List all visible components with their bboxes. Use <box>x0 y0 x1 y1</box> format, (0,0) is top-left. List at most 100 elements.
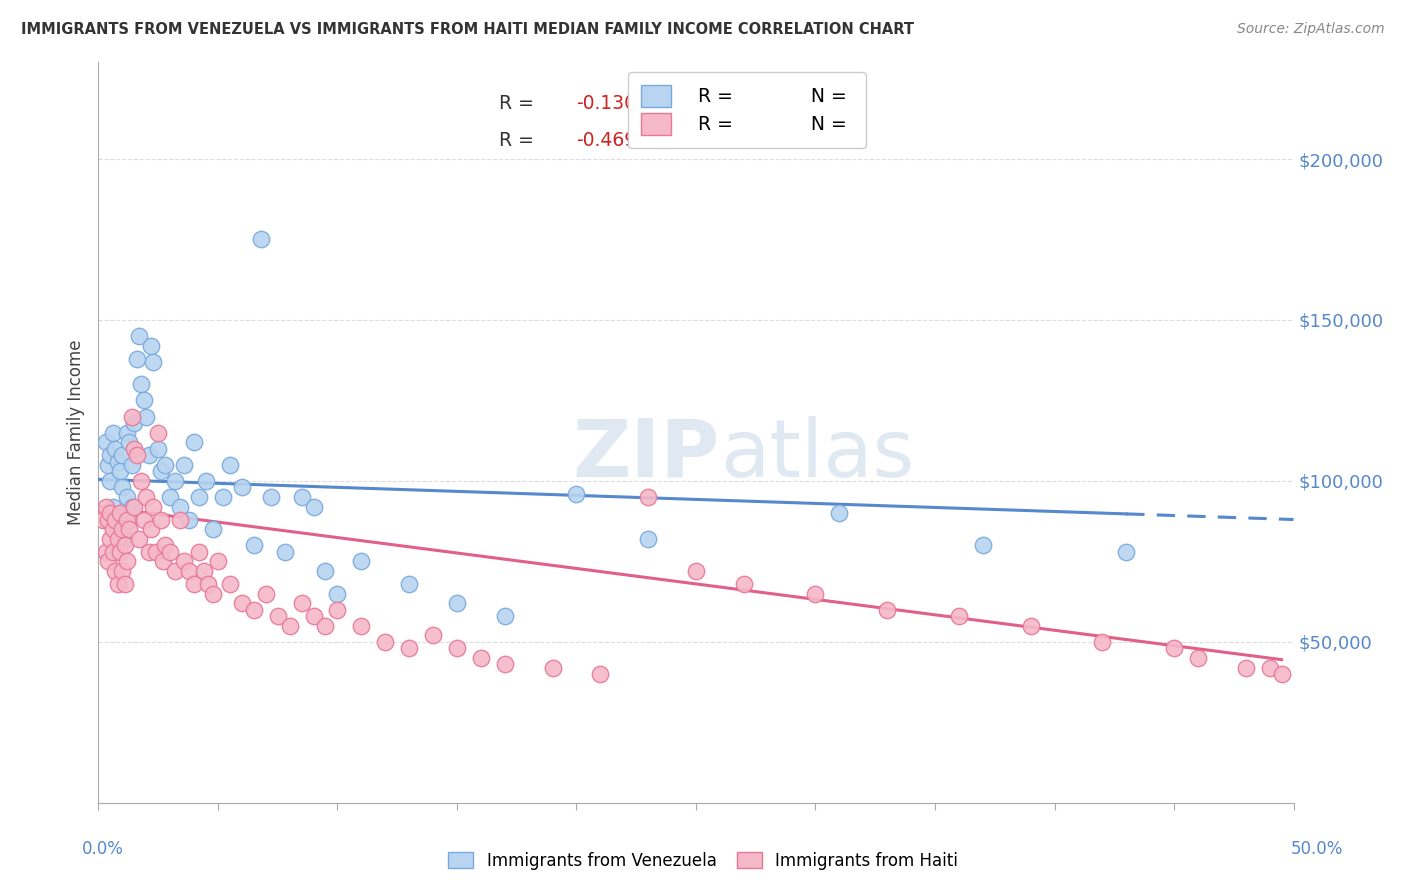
Point <box>179 512 201 526</box>
Point <box>124 442 146 456</box>
Point <box>1187 651 1209 665</box>
Point <box>1163 641 1185 656</box>
Point <box>149 464 172 478</box>
Point <box>148 425 170 440</box>
Point <box>398 577 420 591</box>
Point <box>231 596 253 610</box>
Point <box>108 464 131 478</box>
Point <box>219 577 242 591</box>
Point <box>155 458 177 472</box>
Text: R =: R = <box>499 94 534 112</box>
Point <box>94 545 117 559</box>
Point <box>148 442 170 456</box>
Point <box>139 522 162 536</box>
Point <box>115 490 138 504</box>
Point <box>145 545 167 559</box>
Legend:   R =             N = ,   R =             N = : R = N = , R = N = <box>628 72 866 148</box>
Point <box>97 458 120 472</box>
Text: N =: N = <box>685 130 720 150</box>
Point <box>267 609 290 624</box>
Point <box>243 538 266 552</box>
Point <box>91 512 114 526</box>
Point <box>118 512 141 526</box>
Text: atlas: atlas <box>720 416 914 494</box>
Point <box>828 506 851 520</box>
Point <box>94 435 117 450</box>
Point <box>142 500 165 514</box>
Point <box>163 564 186 578</box>
Point <box>114 577 136 591</box>
Point <box>302 500 325 514</box>
Point <box>541 660 564 674</box>
Point <box>98 448 122 462</box>
Point <box>121 409 143 424</box>
Point <box>163 474 186 488</box>
Text: 0.0%: 0.0% <box>82 840 124 858</box>
Point <box>115 512 138 526</box>
Text: Source: ZipAtlas.com: Source: ZipAtlas.com <box>1237 22 1385 37</box>
Point <box>315 564 337 578</box>
Point <box>183 435 205 450</box>
Point <box>125 448 148 462</box>
Point <box>173 458 195 472</box>
Point <box>187 545 209 559</box>
Point <box>121 500 143 514</box>
Text: N =: N = <box>685 94 720 112</box>
Point <box>138 448 160 462</box>
Point <box>231 480 253 494</box>
Text: -0.469: -0.469 <box>576 130 637 150</box>
Point <box>142 355 165 369</box>
Point <box>173 554 195 568</box>
Point <box>111 522 134 536</box>
Point <box>326 602 349 616</box>
Point <box>302 609 325 624</box>
Text: 60: 60 <box>733 94 758 112</box>
Point <box>104 442 127 456</box>
Point <box>637 490 659 504</box>
Point <box>422 628 444 642</box>
Point <box>125 351 148 366</box>
Point <box>948 609 970 624</box>
Point <box>207 554 229 568</box>
Point <box>278 619 301 633</box>
Point <box>107 577 129 591</box>
Point <box>104 564 127 578</box>
Point <box>149 512 172 526</box>
Point <box>804 586 827 600</box>
Point <box>250 232 273 246</box>
Point <box>101 522 124 536</box>
Text: 81: 81 <box>733 130 758 150</box>
Point <box>169 512 191 526</box>
Point <box>108 545 131 559</box>
Point <box>195 474 218 488</box>
Point <box>470 651 492 665</box>
Point <box>135 490 157 504</box>
Point <box>1115 545 1137 559</box>
Point <box>1019 619 1042 633</box>
Point <box>494 657 516 672</box>
Text: -0.130: -0.130 <box>576 94 637 112</box>
Point <box>159 490 181 504</box>
Point <box>494 609 516 624</box>
Point <box>131 474 153 488</box>
Point <box>98 506 122 520</box>
Point <box>193 564 215 578</box>
Point <box>183 577 205 591</box>
Point <box>254 586 277 600</box>
Point <box>98 474 122 488</box>
Point <box>274 545 297 559</box>
Point <box>111 448 134 462</box>
Point <box>219 458 242 472</box>
Point <box>1234 660 1257 674</box>
Point <box>565 487 588 501</box>
Point <box>374 635 396 649</box>
Point <box>243 602 266 616</box>
Point <box>315 619 337 633</box>
Point <box>326 586 349 600</box>
Point <box>637 532 659 546</box>
Point <box>114 538 136 552</box>
Point <box>101 425 124 440</box>
Point <box>446 641 468 656</box>
Text: R =: R = <box>499 130 534 150</box>
Point <box>291 490 314 504</box>
